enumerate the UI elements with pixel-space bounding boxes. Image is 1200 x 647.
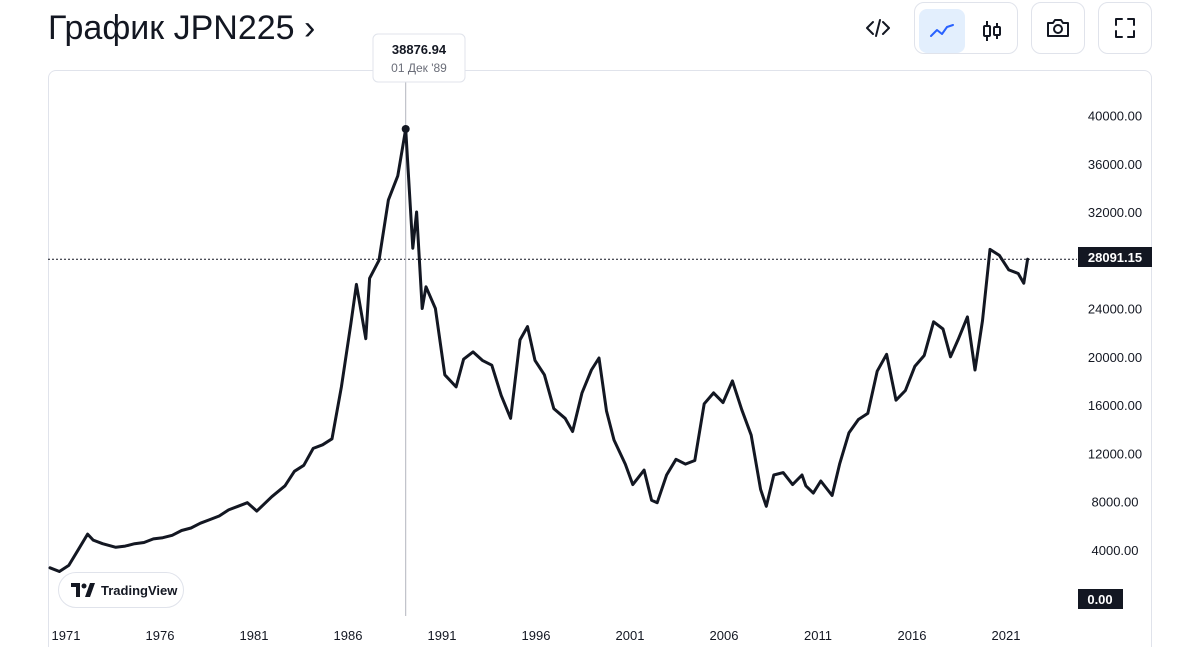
current-price-label: 28091.15 [1088, 250, 1142, 265]
series-line [48, 127, 1030, 573]
chart-frame [48, 70, 1152, 647]
crosshair-point [401, 125, 410, 133]
x-tick-label: 2016 [898, 628, 927, 643]
tooltip-value: 38876.94 [392, 42, 447, 57]
x-tick-label: 1971 [52, 628, 81, 643]
y-tick-label: 12000.00 [1088, 446, 1142, 461]
x-tick-label: 2011 [804, 628, 832, 643]
x-tick-label: 1996 [522, 628, 551, 643]
embed-button[interactable] [852, 2, 904, 54]
y-tick-label: 36000.00 [1088, 157, 1142, 172]
snapshot-button[interactable] [1031, 2, 1085, 54]
tradingview-watermark[interactable]: TradingView [58, 572, 184, 608]
camera-icon [1047, 19, 1069, 37]
crosshair-tooltip: 38876.94 01 Дек '89 [372, 33, 466, 83]
x-tick-label: 2001 [616, 628, 645, 643]
x-tick-label: 1976 [146, 628, 175, 643]
current-price-badge: 28091.15 [1078, 247, 1152, 267]
y-tick-label: 40000.00 [1088, 109, 1142, 124]
y-tick-label: 16000.00 [1088, 398, 1142, 413]
y-tick-label: 24000.00 [1088, 302, 1142, 317]
fullscreen-icon [1115, 18, 1135, 38]
y-tick-label: 4000.00 [1092, 543, 1139, 558]
x-tick-label: 2006 [710, 628, 739, 643]
fullscreen-button[interactable] [1098, 2, 1152, 54]
candlestick-icon [983, 21, 1001, 41]
line-chart-icon [930, 24, 954, 37]
code-icon [866, 19, 890, 37]
y-tick-label: 20000.00 [1088, 350, 1142, 365]
candle-style-button[interactable] [969, 9, 1015, 53]
x-tick-label: 1986 [334, 628, 363, 643]
y-axis: 4000.00 8000.00 12000.00 16000.00 20000.00 24… [1088, 109, 1142, 558]
x-tick-label: 2021 [992, 628, 1021, 643]
zero-label: 0.00 [1087, 592, 1112, 607]
zero-badge: 0.00 [1078, 589, 1123, 609]
tooltip-date: 01 Дек '89 [391, 61, 447, 75]
tradingview-logo-icon [71, 583, 95, 597]
x-axis: 1971 1976 1981 1986 1991 1996 2001 2006 2011 2016… [52, 628, 1021, 643]
y-tick-label: 8000.00 [1092, 495, 1139, 510]
line-style-button[interactable] [919, 9, 965, 53]
y-tick-label: 32000.00 [1088, 205, 1142, 220]
chart-style-switcher [914, 2, 1018, 54]
tradingview-label: TradingView [101, 582, 178, 598]
page-title[interactable]: График JPN225 › [48, 9, 316, 47]
x-tick-label: 1991 [428, 628, 457, 643]
x-tick-label: 1981 [240, 628, 269, 643]
